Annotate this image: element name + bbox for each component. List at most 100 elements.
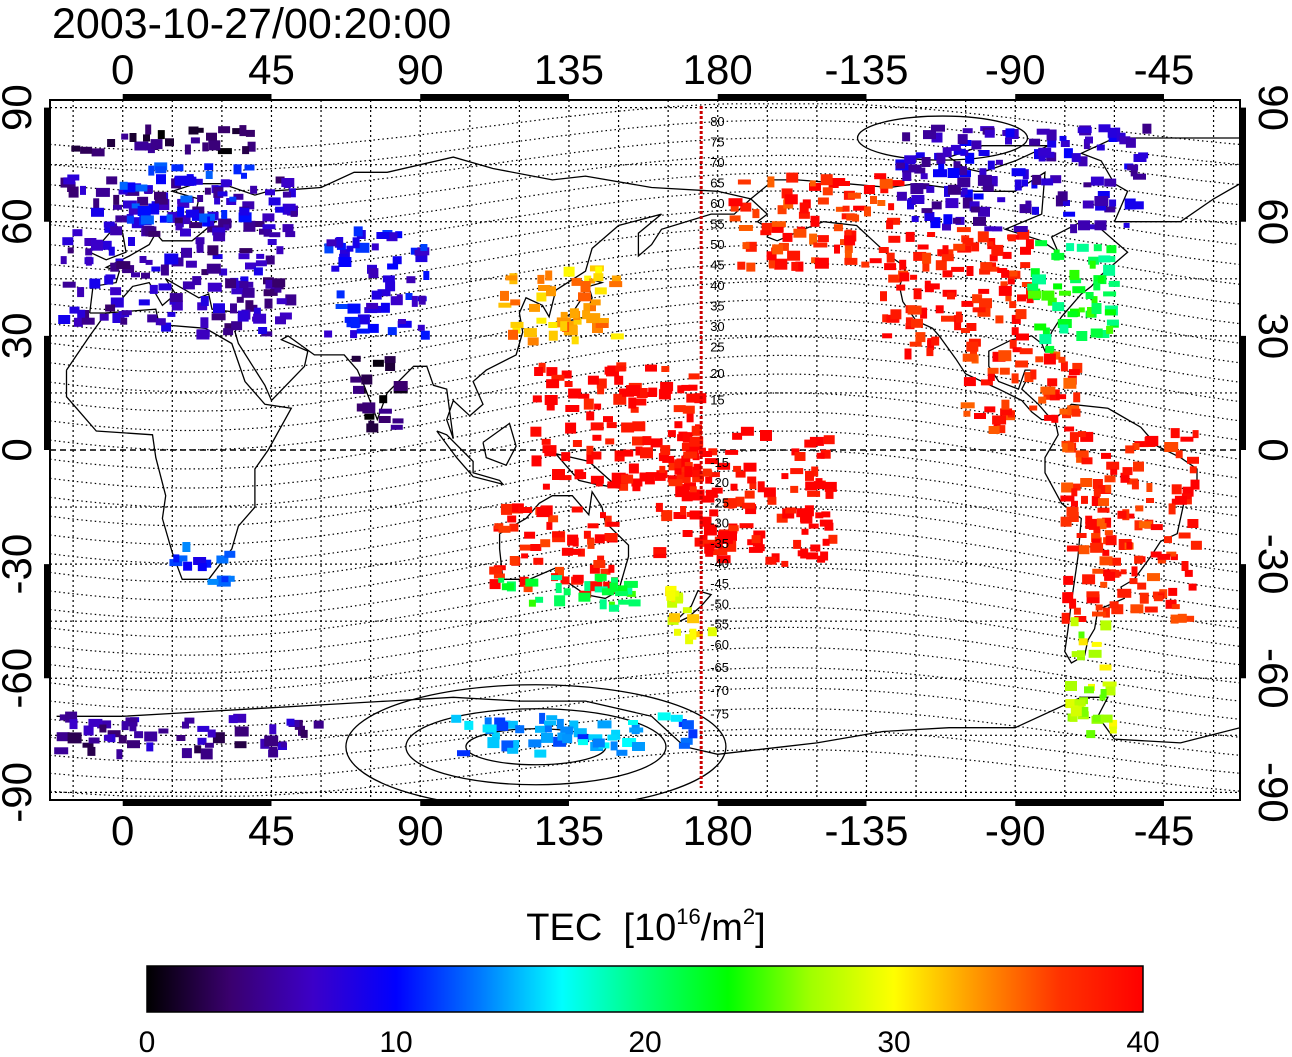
tec-cell <box>763 487 776 498</box>
tec-cell <box>790 485 799 493</box>
tec-cell <box>1066 545 1079 552</box>
tec-cell <box>1145 435 1159 446</box>
tec-cell <box>822 538 830 546</box>
tec-cell <box>678 742 690 749</box>
tec-cell <box>241 172 247 179</box>
tec-cell <box>1133 154 1147 162</box>
tec-cell <box>657 712 671 721</box>
tec-cell <box>933 169 947 178</box>
tec-cell <box>1102 549 1110 556</box>
tec-cell <box>623 580 638 588</box>
tec-cell <box>396 294 403 305</box>
tec-cell <box>740 202 752 212</box>
tec-cell <box>239 281 249 289</box>
tec-cell <box>938 162 945 170</box>
tec-cell <box>563 588 571 596</box>
tec-cell <box>988 426 1000 434</box>
tec-cell <box>683 451 698 459</box>
tec-cell <box>269 747 278 757</box>
tec-cell <box>393 381 408 391</box>
tec-cell <box>1059 324 1069 334</box>
tec-cell <box>166 214 173 223</box>
tec-cell <box>782 232 793 242</box>
tec-cell <box>902 171 912 181</box>
tec-cell <box>568 388 582 399</box>
tec-cell <box>594 403 602 410</box>
tec-cell <box>265 255 275 265</box>
tec-cell <box>658 389 671 400</box>
tec-cell <box>511 503 524 513</box>
tec-cell <box>913 251 927 261</box>
tec-cell <box>200 296 209 306</box>
tec-cell <box>269 232 281 238</box>
tec-cell <box>890 309 902 320</box>
tec-cell <box>1133 173 1146 180</box>
tec-cell <box>371 243 379 251</box>
tec-cell <box>1092 568 1104 574</box>
tec-cell <box>611 472 626 484</box>
tec-cell <box>217 191 228 197</box>
tec-cell <box>1000 281 1008 290</box>
tec-cell <box>995 159 1003 165</box>
tec-cell <box>175 223 183 231</box>
tec-cell <box>1164 442 1179 452</box>
tec-cell <box>128 237 135 246</box>
tec-cell <box>600 568 611 575</box>
tec-cell <box>1144 606 1158 613</box>
tec-cell <box>977 174 992 186</box>
coastline <box>1079 137 1240 223</box>
tec-cell <box>509 556 519 565</box>
tec-cell <box>753 530 766 539</box>
tec-cell <box>265 279 275 289</box>
tec-cell <box>922 252 932 264</box>
tec-cell <box>164 253 179 265</box>
tec-cell <box>1124 513 1135 519</box>
tec-cell <box>864 206 871 217</box>
tec-cell <box>1085 136 1093 144</box>
tec-cell <box>725 532 737 541</box>
frame-bar-right <box>1240 564 1246 679</box>
tec-cell <box>667 600 678 608</box>
tec-cell <box>1104 206 1116 213</box>
tec-cell <box>989 254 998 262</box>
tec-cell <box>177 206 185 217</box>
tec-cell <box>804 505 814 517</box>
tec-cell <box>192 276 202 286</box>
lon-tick-label: 135 <box>534 46 604 93</box>
tec-cell <box>711 487 723 494</box>
tec-cell <box>123 182 136 193</box>
tec-cell <box>169 299 176 305</box>
tec-cell <box>936 152 946 164</box>
tec-cell <box>797 550 805 557</box>
tec-cell <box>1041 178 1054 186</box>
tec-cell <box>1117 510 1127 519</box>
tec-cell <box>206 132 217 141</box>
tec-cell <box>951 266 965 272</box>
tec-cell <box>1000 408 1013 416</box>
tec-cell <box>181 748 192 759</box>
tec-cell <box>571 506 583 513</box>
tec-cell <box>869 258 882 264</box>
tec-cell <box>538 285 550 291</box>
tec-cell <box>82 742 94 748</box>
tec-cell <box>223 328 234 336</box>
tec-cell <box>1109 719 1118 729</box>
tec-cell <box>149 284 158 294</box>
tec-cell <box>1069 713 1078 722</box>
tec-cell <box>529 303 540 312</box>
tec-cell <box>622 738 637 747</box>
tec-cell <box>93 198 100 209</box>
tec-cell <box>1166 551 1177 557</box>
tec-cell <box>1071 651 1085 658</box>
tec-cell <box>632 742 645 751</box>
tec-cell <box>232 128 241 135</box>
tec-cell <box>1088 518 1100 530</box>
tec-cell <box>899 259 907 270</box>
tec-cell <box>1064 426 1075 432</box>
tec-cell <box>820 174 833 186</box>
tec-cell <box>272 278 286 288</box>
tec-cell <box>743 462 757 472</box>
tec-cell <box>556 718 564 729</box>
tec-cell <box>931 201 942 210</box>
tec-cell <box>577 548 585 557</box>
